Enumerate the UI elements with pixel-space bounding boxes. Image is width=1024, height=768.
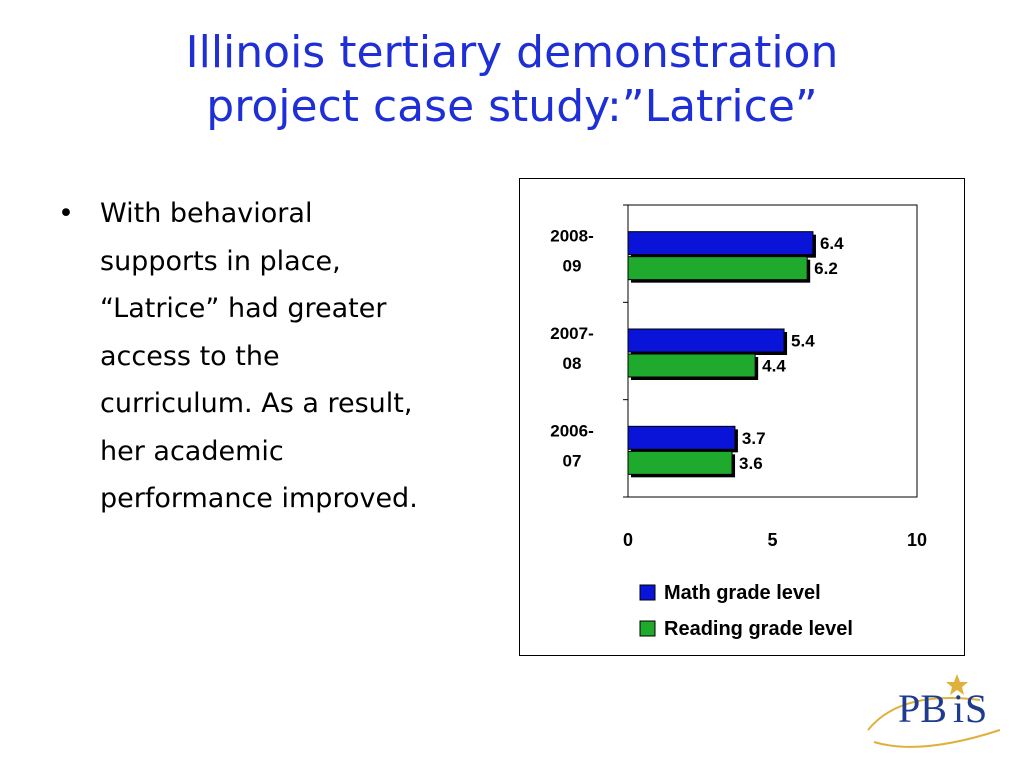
category-label: 07 (563, 451, 582, 470)
data-label: 5.4 (791, 332, 815, 351)
legend-label: Math grade level (664, 582, 821, 604)
star-icon (946, 674, 968, 695)
bullet-icon: • (58, 198, 74, 229)
title-line-1: Illinois tertiary demonstration (185, 27, 839, 78)
category-label: 2008- (550, 227, 593, 246)
category-label: 2007- (550, 324, 593, 343)
x-tick-label: 5 (767, 530, 777, 550)
title-line-2: project case study:”Latrice” (206, 81, 818, 132)
logo-text-pb: PB (898, 686, 947, 731)
bullet-line: curriculum. As a result, (100, 388, 413, 419)
bar (627, 328, 785, 353)
bar (627, 450, 733, 475)
chart-svg: 6.4 6.2 2008- 09 5.4 4.4 2007- 08 3.7 3.6 2006- 07 0… (550, 204, 927, 640)
pbis-logo: PB i S (860, 660, 1010, 760)
legend-swatch (639, 620, 656, 637)
category-label: 2006- (550, 421, 593, 440)
bullet-list: • With behavioral supports in place, “La… (58, 190, 488, 523)
x-tick-label: 10 (907, 530, 927, 550)
logo-text-s: S (965, 686, 987, 731)
bullet-line: access to the (100, 340, 280, 372)
category-label: 08 (563, 354, 582, 373)
data-label: 6.4 (820, 234, 844, 253)
bar-chart: 6.4 6.2 2008- 09 5.4 4.4 2007- 08 3.7 3.6 2006- 07 0… (519, 178, 965, 656)
bullet-text: With behavioral supports in place, “Latr… (100, 190, 488, 523)
bar (627, 231, 814, 256)
bullet-line: performance improved. (100, 483, 418, 514)
bar (627, 353, 756, 378)
bullet-line: supports in place, (100, 245, 341, 277)
data-label: 4.4 (762, 357, 786, 376)
legend-label: Reading grade level (664, 618, 853, 640)
x-tick-label: 0 (623, 530, 633, 550)
legend-swatch (639, 584, 656, 601)
slide-title: Illinois tertiary demonstration project … (60, 26, 964, 134)
logo-text-i: i (953, 686, 964, 731)
category-label: 09 (563, 257, 582, 276)
bullet-line: “Latrice” had greater (100, 293, 387, 324)
bar (627, 425, 736, 450)
bullet-line: With behavioral (100, 198, 313, 229)
data-label: 3.7 (742, 429, 766, 448)
bar (627, 256, 808, 281)
bullet-line: her academic (100, 435, 284, 467)
data-label: 6.2 (814, 259, 838, 278)
data-label: 3.6 (739, 454, 763, 473)
logo-svg: PB i S (867, 674, 1001, 748)
